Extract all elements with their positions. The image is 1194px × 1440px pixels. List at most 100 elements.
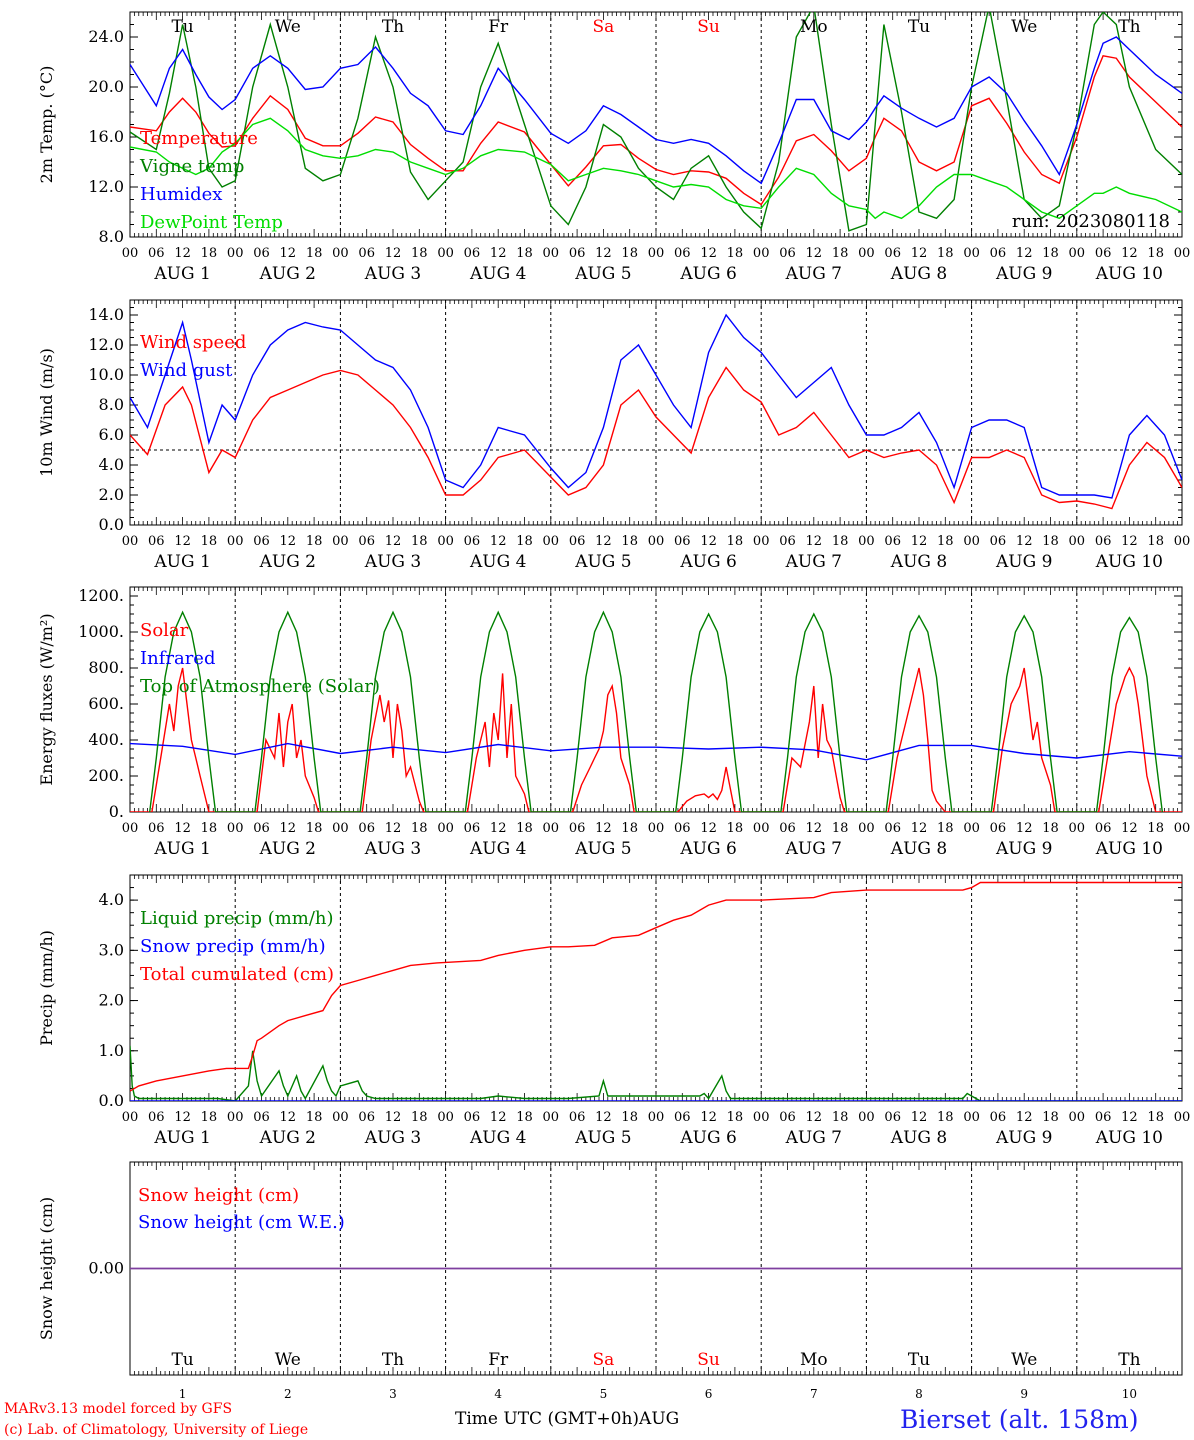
hour-tick-label: 06 (990, 534, 1007, 549)
date-label: AUG 5 (574, 552, 631, 572)
run-label: run: 2023080118 (1012, 211, 1170, 232)
hour-tick-label: 12 (1016, 534, 1033, 549)
hour-tick-label: 18 (1042, 246, 1059, 261)
y-tick-label: 12.0 (88, 177, 124, 196)
hour-tick-label: 00 (332, 534, 349, 549)
y-axis-label: Snow height (cm) (37, 1197, 56, 1340)
hour-tick-label: 00 (1069, 246, 1086, 261)
hour-tick-label: 12 (280, 246, 297, 261)
day-number-label: 6 (705, 1387, 713, 1401)
hour-tick-label: 00 (437, 246, 454, 261)
legend-entry: Solar (140, 620, 189, 641)
hour-tick-label: 12 (490, 246, 507, 261)
y-tick-label: 3.0 (99, 940, 124, 959)
series-line-humidex (130, 36, 1182, 185)
hour-tick-label: 06 (779, 1110, 796, 1125)
hour-tick-label: 12 (1016, 821, 1033, 836)
hour-tick-label: 00 (543, 534, 560, 549)
date-label: AUG 3 (364, 839, 421, 859)
series-line-solar (130, 666, 1182, 812)
hour-tick-label: 12 (174, 534, 191, 549)
series-line-infrared (130, 742, 1182, 761)
hour-tick-label: 06 (569, 534, 586, 549)
weekday-label: Mo (800, 1350, 828, 1370)
legend-entry: Snow height (cm) (138, 1185, 299, 1206)
credit-line-2: (c) Lab. of Climatology, University of L… (4, 1422, 308, 1438)
hour-tick-label: 06 (464, 1110, 481, 1125)
credit-line-1: MARv3.13 model forced by GFS (4, 1401, 232, 1417)
hour-tick-label: 12 (595, 1110, 612, 1125)
legend-entry: Wind gust (140, 360, 233, 381)
date-label: AUG 8 (890, 1128, 947, 1148)
hour-tick-label: 18 (937, 821, 954, 836)
legend-entry: Humidex (140, 184, 222, 205)
weekday-label: Th (382, 17, 404, 37)
y-tick-label: 12.0 (88, 335, 124, 354)
y-tick-label: 400. (88, 730, 124, 749)
hour-tick-label: 12 (911, 1110, 928, 1125)
hour-tick-label: 12 (806, 246, 823, 261)
y-tick-label: 0.0 (99, 1091, 124, 1110)
hour-tick-label: 18 (411, 534, 428, 549)
hour-tick-label: 18 (832, 534, 849, 549)
hour-tick-label: 18 (201, 534, 218, 549)
hour-tick-label: 06 (464, 821, 481, 836)
hour-tick-label: 06 (674, 246, 691, 261)
hour-tick-label: 18 (306, 1110, 323, 1125)
hour-tick-label: 06 (884, 534, 901, 549)
y-tick-label: 6.0 (99, 425, 124, 444)
hour-tick-label: 18 (937, 1110, 954, 1125)
series-line-vigne-temp (130, 12, 1182, 232)
day-number-label: 8 (915, 1387, 923, 1401)
hour-tick-label: 06 (148, 246, 165, 261)
date-label: AUG 8 (890, 264, 947, 284)
hour-tick-label: 06 (148, 534, 165, 549)
y-tick-label: 1000. (78, 622, 124, 641)
hour-tick-label: 18 (727, 534, 744, 549)
hour-tick-label: 00 (1174, 821, 1191, 836)
day-number-label: 1 (179, 1387, 187, 1401)
plot-frame (129, 11, 1183, 238)
series-line-wind-speed (130, 366, 1182, 510)
date-label: AUG 1 (153, 264, 210, 284)
y-tick-label: 800. (88, 658, 124, 677)
hour-tick-label: 00 (858, 534, 875, 549)
hour-tick-label: 00 (227, 821, 244, 836)
day-number-label: 4 (494, 1387, 502, 1401)
day-number-label: 3 (389, 1387, 397, 1401)
hour-tick-label: 06 (884, 1110, 901, 1125)
hour-tick-label: 00 (1069, 1110, 1086, 1125)
hour-tick-label: 12 (911, 534, 928, 549)
plot-frame (129, 586, 1183, 813)
hour-tick-label: 06 (779, 246, 796, 261)
legend-entry: Wind speed (140, 332, 246, 353)
date-label: AUG 2 (259, 839, 316, 859)
date-label: AUG 9 (995, 264, 1052, 284)
hour-tick-label: 18 (411, 1110, 428, 1125)
y-tick-label: 2.0 (99, 485, 124, 504)
hour-tick-label: 12 (595, 821, 612, 836)
legend-entry: Temperature (140, 128, 258, 149)
hour-tick-label: 12 (595, 246, 612, 261)
legend-entry: Snow height (cm W.E.) (138, 1212, 345, 1233)
date-label: AUG 10 (1095, 264, 1163, 284)
date-label: AUG 4 (469, 264, 526, 284)
hour-tick-label: 06 (674, 1110, 691, 1125)
hour-tick-label: 18 (1042, 1110, 1059, 1125)
date-label: AUG 3 (364, 552, 421, 572)
legend-entry: DewPoint Temp (140, 212, 283, 233)
hour-tick-label: 06 (148, 821, 165, 836)
date-label: AUG 5 (574, 839, 631, 859)
hour-tick-label: 18 (621, 246, 638, 261)
hour-tick-label: 12 (806, 534, 823, 549)
y-tick-label: 2.0 (99, 991, 124, 1010)
y-axis-label: Precip (mm/h) (37, 930, 56, 1046)
date-label: AUG 1 (153, 839, 210, 859)
y-tick-label: 10.0 (88, 365, 124, 384)
hour-tick-label: 12 (385, 534, 402, 549)
y-tick-label: 1.0 (99, 1041, 124, 1060)
hour-tick-label: 18 (621, 1110, 638, 1125)
hour-tick-label: 00 (753, 246, 770, 261)
y-tick-label: 8.0 (99, 395, 124, 414)
